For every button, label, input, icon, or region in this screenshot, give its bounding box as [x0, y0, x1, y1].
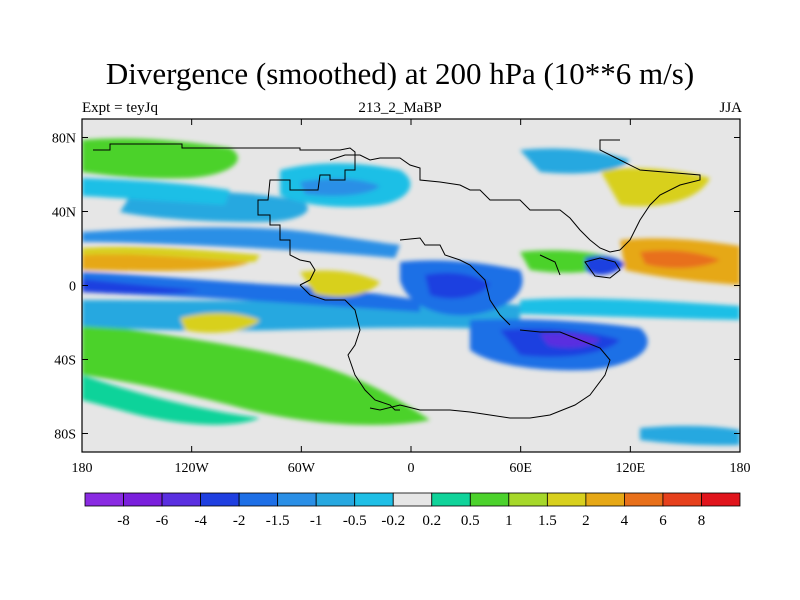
- colorbar-label: 8: [698, 513, 706, 529]
- coastlines: [93, 139, 701, 419]
- colorbar-swatch: [392, 492, 433, 507]
- x-tick-label: 120E: [616, 461, 646, 476]
- coast-australia: [369, 329, 611, 419]
- colorbar-label: -0.2: [381, 513, 405, 529]
- y-tick-label: 40N: [52, 206, 76, 221]
- colorbar-label: -1.5: [266, 513, 290, 529]
- colorbar-label: 2: [582, 513, 590, 529]
- colorbar-swatch: [123, 492, 163, 507]
- north-pacific-convergence: [82, 227, 400, 258]
- south-pacific-divergence: [180, 312, 260, 333]
- colorbar-swatch: [508, 492, 548, 507]
- colorbar-label: 0.2: [422, 513, 441, 529]
- siberia-convergence: [520, 148, 630, 174]
- southern-ocean-band: [82, 320, 430, 425]
- coast-asia-east: [599, 139, 701, 251]
- coast-eurasia-north: [329, 154, 621, 253]
- colorbar-label: 1: [505, 513, 513, 529]
- warm-pool-divergence-core: [640, 250, 720, 269]
- north-atlantic-blue: [300, 178, 380, 196]
- colorbar-swatch: [315, 492, 356, 507]
- colorbar-label: -0.5: [343, 513, 367, 529]
- x-tick-label: 60W: [288, 461, 316, 476]
- colorbar-swatches: [84, 492, 741, 507]
- colorbar-swatch: [431, 492, 471, 507]
- y-tick-label: 40S: [54, 354, 76, 369]
- north-pacific-highlat-blue: [82, 178, 230, 205]
- colorbar-labels: -8 -6 -4 -2 -1.5 -1 -0.5 -0.2 0.2 0.5 1 1.5 2 4 6 8: [117, 513, 705, 529]
- colorbar-swatch: [469, 492, 510, 507]
- y-tick-label: 80N: [52, 132, 76, 147]
- colorbar-swatch: [585, 492, 625, 507]
- colorbar-swatch: [277, 492, 317, 507]
- chart-title: Divergence (smoothed) at 200 hPa (10**6 …: [105, 56, 695, 91]
- colorbar-label: -6: [156, 513, 169, 529]
- colorbar-swatch: [354, 492, 394, 507]
- equatorial-pacific-band: [82, 272, 420, 312]
- x-tick-label: 180: [730, 461, 751, 476]
- equatorial-pacific-core: [82, 279, 200, 294]
- colorbar-label: 0.5: [461, 513, 480, 529]
- west-pacific-south: [520, 298, 740, 320]
- y-tick-label: 0: [69, 280, 76, 295]
- colorbar-swatch: [624, 492, 664, 507]
- x-tick-label: 0: [408, 461, 415, 476]
- colorbar-swatch: [200, 492, 240, 507]
- colorbar-label: 6: [659, 513, 667, 529]
- maritime-convergence: [585, 256, 625, 275]
- south-america-divergence: [300, 270, 380, 297]
- southern-ocean-band-outer: [82, 375, 260, 425]
- coast-north-america: [93, 143, 356, 286]
- coast-india: [539, 254, 561, 276]
- colorbar-label: 1.5: [538, 513, 557, 529]
- run-label: 213_2_MaBP: [358, 100, 442, 116]
- tropical-pacific-divergence: [82, 254, 250, 272]
- x-tick-label: 180: [72, 461, 93, 476]
- x-tick-label: 120W: [175, 461, 210, 476]
- colorbar-label: -2: [233, 513, 246, 529]
- axis-ticks: [81, 119, 741, 452]
- axis-labels: 180 120W 60W 0 60E 120E 180 80N 40N 0 40S 80S: [52, 132, 751, 477]
- tropical-pacific-divergence-edge: [82, 246, 260, 262]
- east-asia-divergence: [600, 167, 710, 207]
- colorbar-label: 4: [621, 513, 629, 529]
- colorbar-label: -8: [117, 513, 130, 529]
- colorbar-label: -4: [194, 513, 207, 529]
- antarctic-blue: [640, 425, 740, 446]
- colorbar-label: -1: [310, 513, 323, 529]
- coast-europe-africa: [399, 237, 511, 326]
- colorbar-swatch: [701, 492, 741, 507]
- colorbar-swatch: [161, 492, 201, 507]
- x-tick-label: 60E: [509, 461, 532, 476]
- y-tick-label: 80S: [54, 428, 76, 443]
- southern-indian-max: [540, 333, 600, 348]
- equatorial-africa-core: [425, 272, 490, 299]
- coast-south-america: [299, 284, 400, 411]
- season-label: JJA: [719, 100, 742, 116]
- colorbar-swatch: [662, 492, 702, 507]
- experiment-label: Expt = teyJq: [82, 100, 158, 116]
- coast-maritime: [584, 257, 621, 279]
- colorbar-swatch: [546, 492, 587, 507]
- contour-field: [82, 138, 740, 446]
- colorbar-swatch: [238, 492, 279, 507]
- colorbar-swatch: [84, 492, 124, 507]
